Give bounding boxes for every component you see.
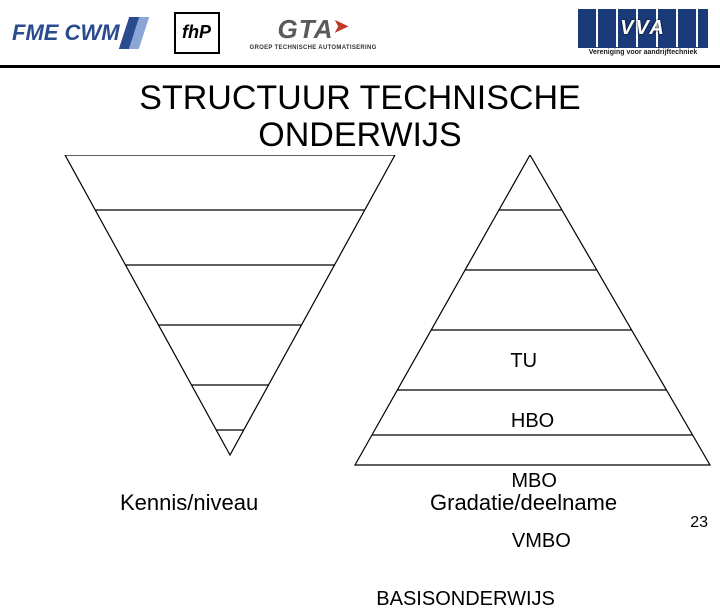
vva-stripes-icon: VVA <box>578 9 708 47</box>
gta-text: GTA <box>278 14 334 45</box>
gta-subtitle: GROEP TECHNISCHE AUTOMATISERING <box>250 45 377 51</box>
fhp-logo: fhP <box>174 12 220 54</box>
vva-subtitle: Vereniging voor aandrijftechniek <box>578 47 708 56</box>
fhp-box-icon: fhP <box>174 12 220 54</box>
vva-logo: VVA Vereniging voor aandrijftechniek <box>578 9 708 56</box>
title-line2: ONDERWIJS <box>258 116 461 154</box>
triangles-svg <box>0 155 720 485</box>
fme-cwm-text: FME CWM <box>12 20 120 46</box>
title-line1: STRUCTUUR TECHNISCHE <box>139 79 580 117</box>
vva-text: VVA <box>620 17 666 40</box>
slide: FME CWM fhP GTA ➤ GROEP TECHNISCHE AUTOM… <box>0 0 720 540</box>
right-caption: Gradatie/deelname <box>430 490 617 516</box>
fme-cwm-logo: FME CWM <box>12 17 144 49</box>
page-number: 23 <box>690 514 708 532</box>
gta-logo: GTA ➤ GROEP TECHNISCHE AUTOMATISERING <box>250 14 377 51</box>
level-label-basisonderwijs: BASISONDERWIJS <box>376 588 555 611</box>
level-label-hbo: HBO <box>511 410 554 433</box>
gta-swoosh-icon: ➤ <box>334 16 349 37</box>
page-title: STRUCTUUR TECHNISCHE ONDERWIJS <box>0 80 720 155</box>
header-bar: FME CWM fhP GTA ➤ GROEP TECHNISCHE AUTOM… <box>0 0 720 68</box>
left-caption: Kennis/niveau <box>120 490 258 516</box>
fme-parallelogram-icon <box>118 17 148 49</box>
level-label-vmbo: VMBO <box>512 530 571 553</box>
level-label-tu: TU <box>510 350 537 373</box>
diagram-area: TUHBOMBOVMBOBASISONDERWIJS <box>0 155 720 485</box>
